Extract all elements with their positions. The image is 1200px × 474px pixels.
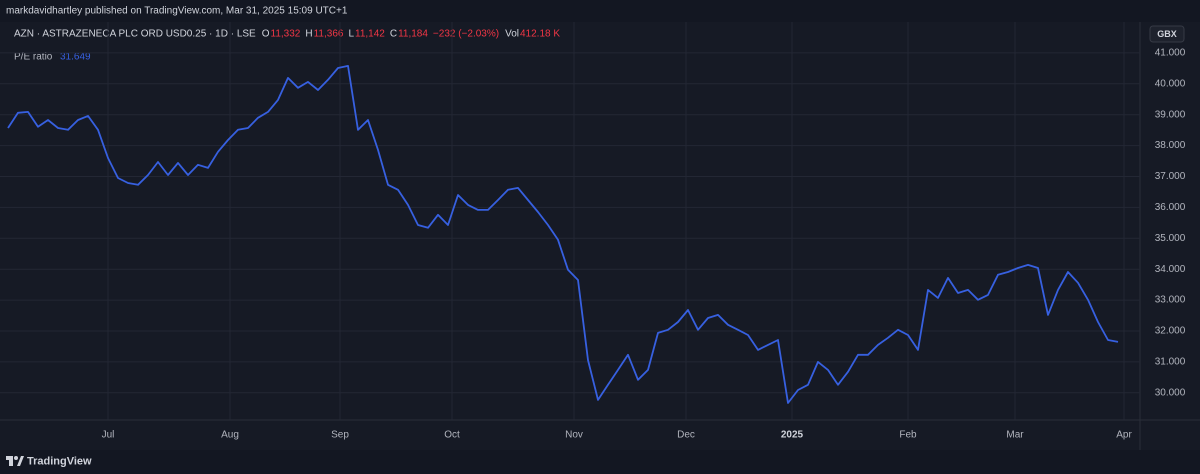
legend-text: L (348, 29, 354, 40)
legend-text: O (262, 29, 270, 40)
legend: AZN · ASTRAZENECA PLC ORD USD0.25 · 1D ·… (14, 29, 560, 40)
logo-part (17, 456, 24, 466)
x-tick-label: Feb (899, 430, 917, 441)
y-tick-label: 41.000 (1155, 48, 1186, 59)
publisher: markdavidhartley published on TradingVie… (6, 6, 348, 17)
x-tick-label: 2025 (781, 430, 804, 441)
x-tick-label: Nov (565, 430, 583, 441)
y-tick-label: 38.000 (1155, 140, 1186, 151)
legend-text: 11,184 (398, 29, 428, 40)
y-tick-label: 33.000 (1155, 295, 1186, 306)
legend-text: 11,332 (271, 29, 301, 40)
legend-text: C (390, 29, 397, 40)
y-tick-label: 31.000 (1155, 357, 1186, 368)
y-tick-label: 30.000 (1155, 387, 1186, 398)
y-tick-label: 32.000 (1155, 326, 1186, 337)
legend-text: 11,142 (355, 29, 385, 40)
x-tick-label: Sep (331, 430, 349, 441)
x-tick-label: Jul (102, 430, 115, 441)
x-tick-label: Mar (1006, 430, 1024, 441)
y-tick-label: 36.000 (1155, 202, 1186, 213)
logo-part (9, 456, 13, 466)
y-tick-label: 34.000 (1155, 264, 1186, 275)
legend-text: 412.18 K (520, 29, 560, 40)
x-tick-label: Dec (677, 430, 695, 441)
plot-background (0, 22, 1200, 450)
y-tick-label: 40.000 (1155, 78, 1186, 89)
legend-text: −232 (−2.03%) (433, 29, 499, 40)
y-tick-label: 39.000 (1155, 109, 1186, 120)
brand: TradingView (27, 455, 92, 467)
logo (6, 456, 24, 466)
legend-text: H (305, 29, 312, 40)
currency[interactable]: GBX (1157, 29, 1177, 39)
indicator-name: P/E ratio (14, 52, 53, 63)
x-tick-label: Apr (1116, 430, 1132, 441)
indicator-value: 31.649 (60, 52, 91, 63)
x-tick-label: Oct (444, 430, 460, 441)
y-tick-label: 37.000 (1155, 171, 1186, 182)
x-tick-label: Aug (221, 430, 239, 441)
legend-text: AZN · ASTRAZENECA PLC ORD USD0.25 · 1D ·… (14, 29, 256, 40)
logo-part (14, 456, 18, 460)
price-line (7, 65, 1119, 404)
legend-text: Vol (505, 29, 519, 40)
y-tick-label: 35.000 (1155, 233, 1186, 244)
legend-text: 11,366 (314, 29, 344, 40)
currency-box[interactable] (1149, 25, 1185, 43)
